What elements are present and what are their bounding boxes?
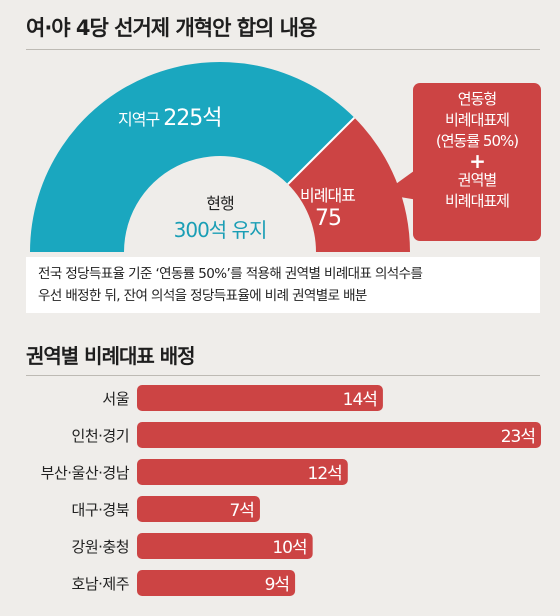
bar-value-label: 14석	[343, 390, 377, 410]
bar-4	[137, 533, 313, 559]
callout-pointer	[382, 168, 418, 200]
bar-category-label: 부산·울산·경남	[41, 464, 130, 482]
callout-line-5: 비례대표제	[444, 192, 510, 210]
title-divider	[26, 49, 540, 50]
page-title: 여·야 4당 선거제 개혁안 합의 내용	[26, 16, 317, 40]
callout-plus: +	[469, 149, 486, 173]
callout-line-1: 연동형	[457, 90, 497, 108]
bar-chart-divider	[26, 375, 540, 376]
note-line-1: 전국 정당득표율 기준 ‘연동률 50%’를 적용해 권역별 비례대표 의석수를	[38, 266, 423, 282]
bar-value-label: 10석	[272, 538, 306, 558]
seat-arc-proportional	[287, 117, 410, 252]
seat-semicircle-chart	[30, 62, 418, 252]
explanation-note: 전국 정당득표율 기준 ‘연동률 50%’를 적용해 권역별 비례대표 의석수를…	[26, 257, 540, 313]
district-label-text: 지역구	[118, 110, 160, 129]
bar-chart-title: 권역별 비례대표 배정	[26, 344, 196, 368]
bar-category-label: 인천·경기	[72, 427, 129, 445]
bar-category-label: 서울	[102, 390, 129, 408]
bar-1	[137, 422, 541, 448]
callout-line-2: 비례대표제	[444, 111, 510, 129]
bar-5	[137, 570, 296, 596]
prop-value-text: 75	[315, 206, 342, 231]
bar-value-label: 7석	[229, 501, 253, 521]
bar-category-label: 강원·충청	[72, 538, 129, 556]
callout-line-3: (연동률 50%)	[435, 132, 519, 150]
method-callout-box: 연동형 비례대표제 (연동률 50%) + 권역별 비례대표제	[413, 83, 541, 241]
seat-arc-divider	[287, 116, 356, 185]
bar-3	[137, 496, 260, 522]
seat-arc-district	[30, 62, 355, 252]
bar-0	[137, 385, 383, 411]
bar-value-label: 12석	[308, 464, 342, 484]
bar-category-label: 호남·제주	[72, 575, 129, 593]
note-line-2: 우선 배정한 뒤, 잔여 의석을 정당득표율에 비례 권역별로 배분	[38, 288, 367, 304]
bar-value-label: 9석	[265, 575, 289, 595]
center-label-total: 300석 유지	[173, 218, 268, 242]
bar-value-label: 23석	[501, 427, 535, 447]
center-label-current: 현행	[206, 194, 234, 213]
prop-label-text: 비례대표	[300, 186, 356, 205]
district-value-text: 225석	[163, 106, 222, 131]
callout-line-4: 권역별	[457, 171, 497, 189]
district-seats-label: 지역구 225석	[118, 100, 223, 132]
bar-category-label: 대구·경북	[72, 501, 129, 519]
bar-2	[137, 459, 348, 485]
